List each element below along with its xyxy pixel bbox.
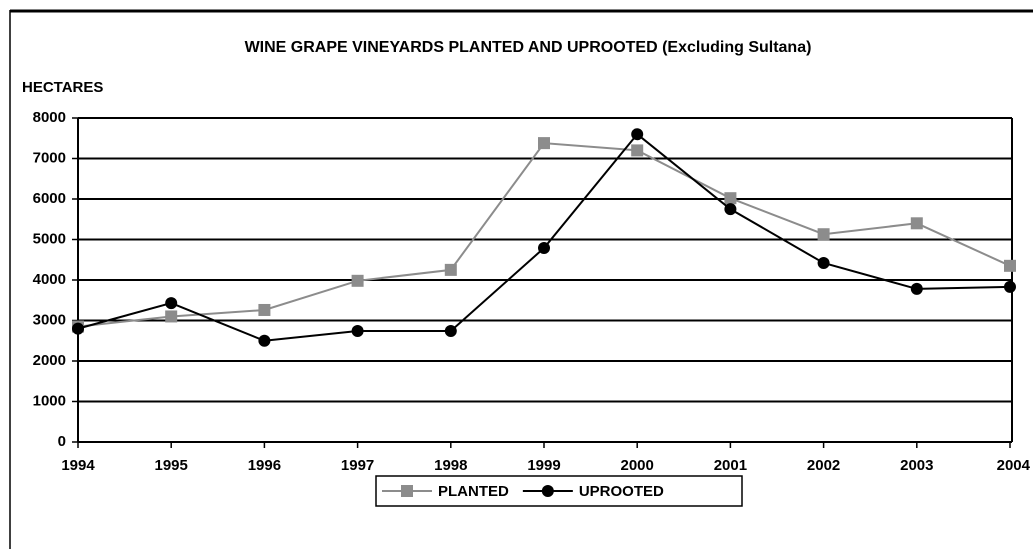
series-line bbox=[77, 142, 1011, 328]
x-tick-label: 2000 bbox=[621, 457, 654, 474]
y-tick-label: 5000 bbox=[33, 230, 66, 247]
chart-title: WINE GRAPE VINEYARDS PLANTED AND UPROOTE… bbox=[245, 39, 812, 56]
point bbox=[538, 137, 550, 150]
y-tick-label: 8000 bbox=[33, 109, 66, 126]
y-tick-label: 7000 bbox=[33, 149, 66, 166]
legend-marker bbox=[401, 485, 413, 497]
point bbox=[724, 192, 737, 205]
point bbox=[817, 228, 830, 241]
point bbox=[724, 203, 737, 216]
y-tick-label: 0 bbox=[58, 433, 66, 450]
point bbox=[258, 303, 271, 316]
point bbox=[444, 263, 457, 276]
series-line bbox=[77, 132, 1011, 342]
point bbox=[1004, 259, 1016, 272]
y-axis-label: HECTARES bbox=[22, 79, 103, 96]
point bbox=[444, 325, 457, 338]
point bbox=[910, 282, 923, 295]
point bbox=[72, 322, 84, 335]
x-tick-label: 1995 bbox=[155, 457, 188, 474]
legend-label: UPROOTED bbox=[579, 483, 664, 500]
y-tick-label: 3000 bbox=[33, 311, 66, 328]
point bbox=[631, 144, 644, 157]
y-tick-label: 4000 bbox=[33, 271, 66, 288]
x-tick-label: 1994 bbox=[61, 457, 95, 474]
x-tick-label: 2004 bbox=[997, 457, 1031, 474]
point bbox=[351, 325, 364, 338]
point bbox=[910, 217, 923, 230]
point bbox=[631, 128, 644, 141]
y-tick-label: 2000 bbox=[33, 352, 66, 369]
x-tick-label: 1998 bbox=[434, 457, 467, 474]
x-tick-label: 1996 bbox=[248, 457, 281, 474]
point bbox=[538, 242, 550, 255]
point bbox=[165, 297, 178, 310]
point bbox=[165, 310, 178, 323]
legend-label: PLANTED bbox=[438, 483, 509, 500]
x-tick-label: 2001 bbox=[714, 457, 747, 474]
y-tick-label: 1000 bbox=[33, 392, 66, 409]
legend-marker bbox=[541, 485, 554, 497]
x-tick-label: 2002 bbox=[807, 457, 840, 474]
point bbox=[351, 274, 364, 287]
x-tick-label: 1999 bbox=[527, 457, 560, 474]
x-tick-label: 2003 bbox=[900, 457, 933, 474]
point bbox=[1004, 280, 1016, 293]
point bbox=[817, 256, 830, 269]
point bbox=[258, 334, 271, 347]
y-tick-label: 6000 bbox=[33, 190, 66, 207]
x-tick-label: 1997 bbox=[341, 457, 374, 474]
